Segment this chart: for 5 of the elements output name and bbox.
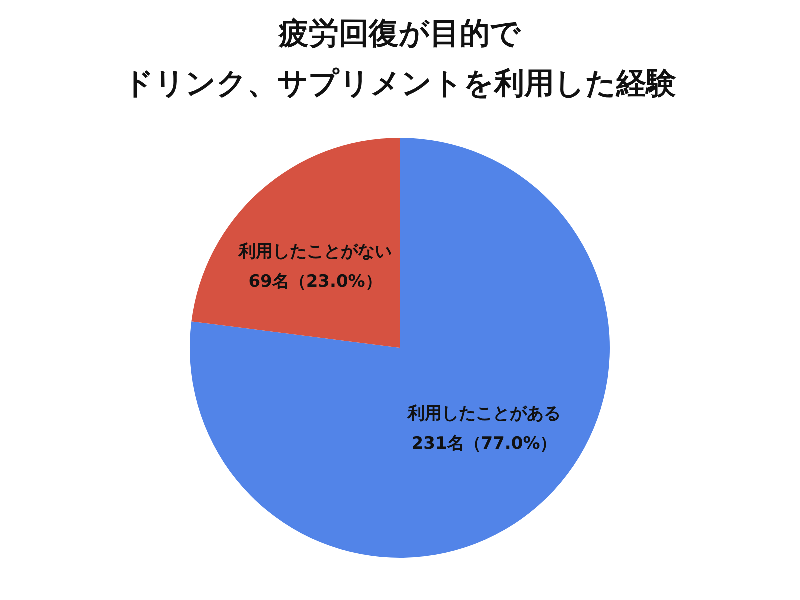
data-label: 69名（23.0%）: [248, 272, 382, 292]
slice-label: 利用したことがある: [407, 404, 561, 424]
data-label: 231名（77.0%）: [412, 434, 558, 454]
chart-title: 疲労回復が目的でドリンク、サプリメントを利用した経験: [124, 16, 676, 102]
slice-label: 利用したことがない: [238, 242, 392, 262]
